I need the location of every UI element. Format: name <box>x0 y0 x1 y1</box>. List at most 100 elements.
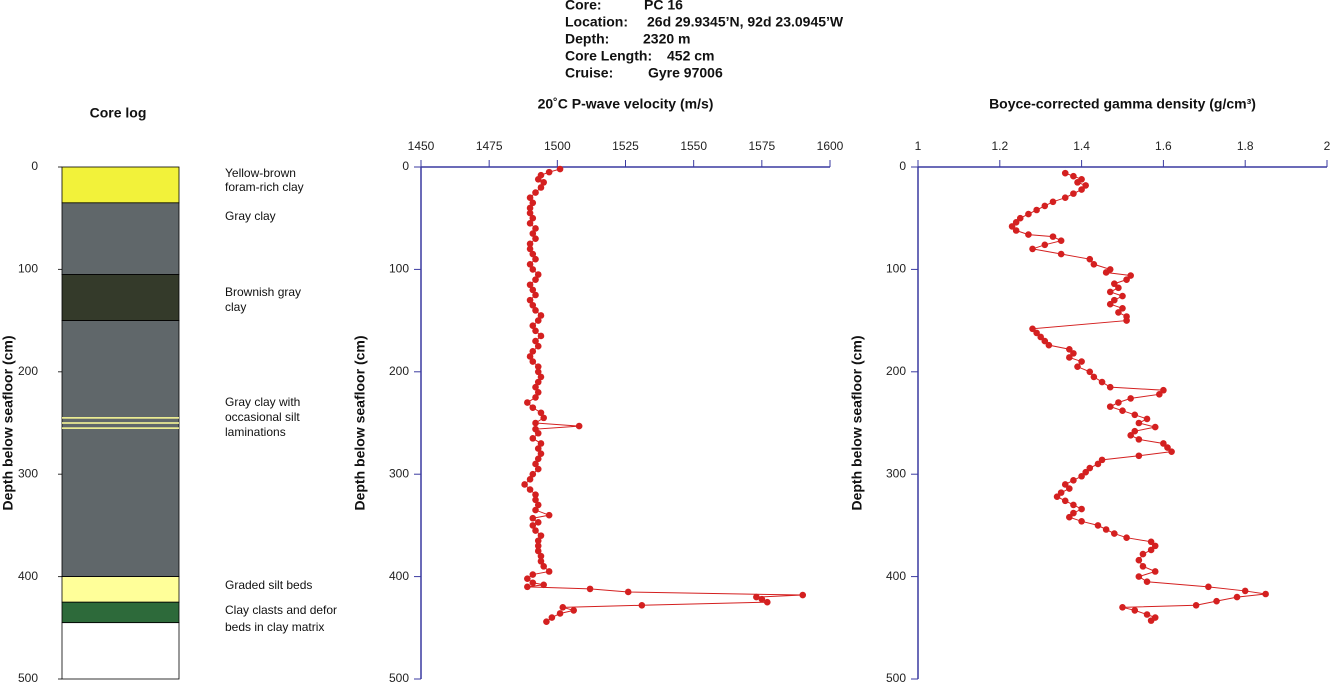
header-value: Gyre 97006 <box>648 65 723 81</box>
y-tick-label: 500 <box>886 671 906 685</box>
data-point <box>1057 237 1065 245</box>
data-point <box>1119 305 1126 312</box>
data-point <box>526 194 534 202</box>
data-point <box>1131 411 1139 419</box>
data-point <box>1123 276 1130 283</box>
data-point <box>537 312 545 319</box>
data-point <box>532 307 539 314</box>
data-point <box>537 184 545 191</box>
data-point <box>534 271 542 278</box>
data-point <box>1041 202 1049 210</box>
data-point <box>1213 597 1220 605</box>
data-point <box>537 440 545 447</box>
y-tick-label: 0 <box>899 159 906 173</box>
data-point <box>532 276 539 283</box>
data-point <box>1070 501 1077 509</box>
data-point <box>548 614 556 621</box>
y-tick-label: 300 <box>389 466 409 480</box>
data-point <box>529 522 537 529</box>
data-point <box>1111 530 1118 537</box>
data-point <box>1025 231 1032 238</box>
data-point <box>1066 513 1073 521</box>
y-tick-label: 200 <box>886 364 906 378</box>
data-point <box>1082 468 1089 476</box>
data-point <box>1123 317 1130 324</box>
layer-label: laminations <box>225 425 286 439</box>
x-tick-label: 1.8 <box>1237 139 1254 153</box>
core-layer <box>61 622 180 680</box>
layer-label: Brownish gray <box>225 285 301 299</box>
data-point <box>1090 373 1098 381</box>
data-point <box>763 598 771 606</box>
header-label: Core: <box>565 0 602 13</box>
data-point <box>1086 255 1094 263</box>
y-tick-label: 100 <box>18 262 38 276</box>
data-point <box>1053 493 1061 501</box>
data-point <box>1233 593 1241 601</box>
data-point <box>532 527 539 534</box>
data-point <box>1057 250 1065 258</box>
data-point <box>537 332 545 340</box>
x-tick-label: 1 <box>915 139 922 153</box>
data-point <box>532 235 539 242</box>
data-point <box>526 204 534 212</box>
data-point <box>1106 288 1114 296</box>
y-axis-label: Depth below seafloor (cm) <box>849 335 865 510</box>
data-point <box>1147 538 1155 546</box>
data-point <box>1135 556 1143 564</box>
data-point <box>529 571 537 578</box>
data-point <box>1135 419 1143 427</box>
data-point <box>1061 169 1069 177</box>
y-tick-label: 200 <box>389 364 409 378</box>
data-line <box>523 168 803 623</box>
data-point <box>1049 198 1057 206</box>
data-point <box>1151 423 1159 431</box>
data-point <box>532 496 539 504</box>
data-point <box>537 409 545 417</box>
data-point <box>529 358 537 365</box>
data-point <box>1192 601 1200 609</box>
x-tick-label: 1500 <box>544 139 571 153</box>
data-point <box>534 388 542 396</box>
data-point <box>1086 464 1094 472</box>
x-tick-label: 1525 <box>612 139 639 153</box>
data-point <box>532 460 539 468</box>
data-point <box>540 414 547 422</box>
core-layer <box>61 166 180 204</box>
data-point <box>534 501 542 509</box>
data-point <box>534 317 542 324</box>
layer-label: foram-rich clay <box>225 180 304 194</box>
core-layer <box>61 576 180 603</box>
data-point <box>526 486 534 493</box>
data-point <box>532 394 539 401</box>
data-point <box>526 220 534 227</box>
data-point <box>1139 563 1147 570</box>
data-point <box>532 291 539 299</box>
chart-title: Boyce-corrected gamma density (g/cm³) <box>989 96 1256 112</box>
data-point <box>1070 190 1077 197</box>
data-point <box>534 445 542 452</box>
data-point <box>1074 179 1081 186</box>
y-tick-label: 100 <box>886 262 906 276</box>
data-point <box>1070 477 1077 484</box>
y-tick-label: 100 <box>389 262 409 276</box>
data-point <box>1102 526 1110 533</box>
x-tick-label: 1600 <box>817 139 844 153</box>
layer-label: Yellow-brown <box>225 166 296 180</box>
data-point <box>1037 333 1044 341</box>
data-point <box>1151 568 1159 575</box>
data-point <box>1070 350 1077 357</box>
data-point <box>624 588 632 596</box>
data-point <box>1082 182 1089 189</box>
layer-label: Graded silt beds <box>225 578 312 592</box>
layer-label: Clay clasts and defor <box>225 603 337 617</box>
y-tick-label: 500 <box>18 671 38 685</box>
data-point <box>1241 587 1249 595</box>
data-point <box>1078 186 1085 193</box>
data-point <box>575 422 583 430</box>
y-tick-label: 200 <box>18 364 38 378</box>
data-point <box>1111 280 1118 288</box>
data-point <box>534 537 542 545</box>
data-point <box>1111 296 1118 304</box>
data-point <box>526 245 534 253</box>
